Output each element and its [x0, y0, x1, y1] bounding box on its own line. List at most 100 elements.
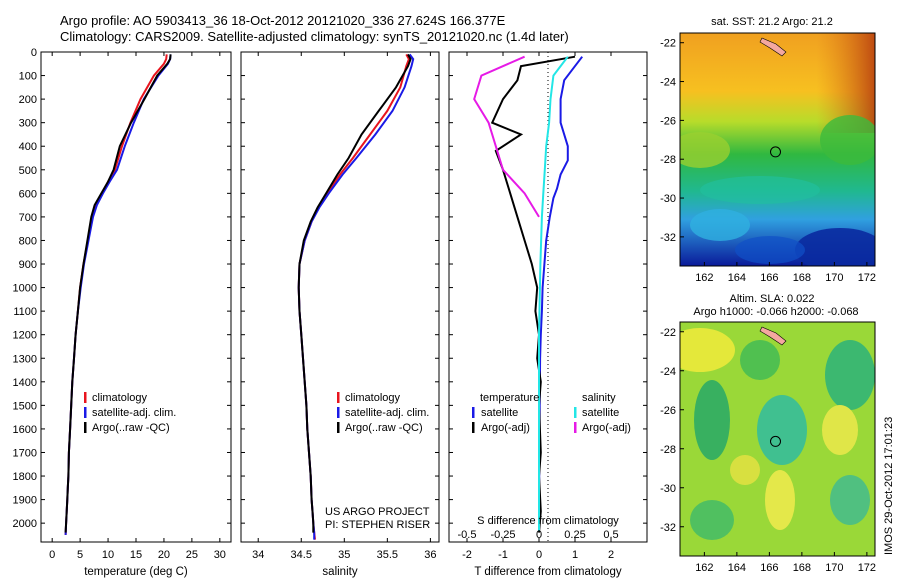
- credit-project: US ARGO PROJECT: [325, 506, 430, 518]
- lat-tick-label: -30: [660, 193, 676, 205]
- lat-tick-label: -32: [660, 232, 676, 244]
- series-line-argo-raw-qc-: [297, 53, 412, 533]
- depth-tick-label: 300: [19, 118, 37, 130]
- difference-lines: [473, 55, 583, 533]
- legend-swatch-satellite: [337, 407, 340, 418]
- salinity-panel: 34 34.5 35 35.5 36 salinity climatology sate…: [240, 51, 440, 578]
- s-difference-tick-label: 0.25: [564, 529, 585, 541]
- x-tick-label: 1: [572, 549, 578, 561]
- legend-swatch-climatology: [84, 392, 87, 403]
- depth-tick-label: 1200: [13, 330, 37, 342]
- depth-tick-label: 1800: [13, 471, 37, 483]
- x-tick-label: 0: [49, 549, 55, 561]
- legend-swatch-s-satellite: [574, 407, 577, 418]
- x-tick-label: 5: [77, 549, 83, 561]
- legend-swatch-s-argo: [574, 422, 577, 433]
- legend-t-satellite: satellite: [481, 407, 518, 419]
- temperature-lines: [64, 54, 172, 535]
- lat-tick-label: -22: [660, 327, 676, 339]
- depth-tick-label: 1000: [13, 283, 37, 295]
- salinity-ticks: 34 34.5 35 35.5 36: [241, 51, 439, 561]
- x-tick-label: 0: [536, 549, 542, 561]
- temperature-ticks: 0 5 10 15 20 25 30: [41, 51, 231, 561]
- lon-tick-label: 170: [825, 272, 843, 284]
- lon-tick-label: 172: [858, 272, 876, 284]
- lon-tick-label: 162: [695, 272, 713, 284]
- lon-tick-label: 166: [760, 272, 778, 284]
- legend-satellite: satellite-adj. clim.: [345, 407, 429, 419]
- legend-swatch-climatology: [337, 392, 340, 403]
- legend-salinity-title: salinity: [582, 392, 616, 404]
- lon-tick-label: 170: [825, 562, 843, 574]
- lat-tick-label: -28: [660, 444, 676, 456]
- temperature-xlabel: temperature (deg C): [84, 566, 188, 578]
- lat-tick-label: -24: [660, 366, 676, 378]
- lon-tick-label: 164: [728, 562, 746, 574]
- lat-tick-label: -30: [660, 483, 676, 495]
- depth-tick-label: 800: [19, 235, 37, 247]
- sst-map-ticks: 162 164 166 168 170 172 -22 -24 -26 -28 -30 -32: [660, 38, 876, 284]
- sla-map-ticks: 162 164 166 168 170 172 -22 -24 -26 -28 -30 -32: [660, 327, 876, 574]
- lat-tick-label: -32: [660, 522, 676, 534]
- legend-climatology: climatology: [345, 392, 401, 404]
- s-difference-tick-label: 0: [536, 529, 542, 541]
- lon-tick-label: 162: [695, 562, 713, 574]
- x-tick-label: 25: [186, 549, 198, 561]
- legend-s-satellite: satellite: [582, 407, 619, 419]
- legend-climatology: climatology: [92, 392, 148, 404]
- legend-swatch-satellite: [84, 407, 87, 418]
- x-tick-label: 34: [252, 549, 264, 561]
- credit-pi: PI: STEPHEN RISER: [325, 519, 430, 531]
- difference-xlabel-top: S difference from climatology: [477, 515, 619, 527]
- series-line-salinity-argo-adj-: [473, 55, 540, 218]
- lat-tick-label: -22: [660, 38, 676, 50]
- s-difference-tick-label: -0.5: [458, 529, 477, 541]
- header-line2: Climatology: CARS2009. Satellite-adjuste…: [60, 29, 569, 44]
- x-tick-label: 34.5: [291, 549, 312, 561]
- depth-axis-labels: 0 100 200 300 400 500 600 700 800 900 1000 1100 1200…: [13, 47, 37, 530]
- series-line-climatology: [297, 53, 410, 540]
- depth-tick-label: 500: [19, 165, 37, 177]
- float-position-marker: [770, 146, 782, 158]
- x-tick-label: 2: [608, 549, 614, 561]
- lon-tick-label: 168: [793, 562, 811, 574]
- legend-swatch-t-argo: [472, 422, 475, 433]
- x-tick-label: 15: [130, 549, 142, 561]
- temperature-panel: 0 5 10 15 20 25 30 temperature (deg C) climato…: [40, 51, 232, 578]
- series-line-satellite-adj-clim-: [64, 54, 172, 535]
- x-tick-label: 20: [158, 549, 170, 561]
- depth-tick-label: 900: [19, 259, 37, 271]
- series-line-satellite-adj-clim-: [297, 53, 415, 540]
- series-line-argo-raw-qc-: [64, 54, 172, 533]
- x-tick-label: -1: [498, 549, 508, 561]
- salinity-legend: climatology satellite-adj. clim. Argo(..…: [337, 392, 429, 434]
- depth-tick-label: 600: [19, 188, 37, 200]
- lon-tick-label: 166: [760, 562, 778, 574]
- timestamp: IMOS 29-Oct-2012 17:01:23: [883, 417, 895, 555]
- depth-tick-label: 700: [19, 212, 37, 224]
- series-line-temperature-satellite: [538, 56, 583, 531]
- difference-xlabel-bottom: T difference from climatology: [474, 566, 621, 578]
- legend-argo: Argo(..raw -QC): [92, 422, 170, 434]
- temperature-legend: climatology satellite-adj. clim. Argo(..…: [84, 392, 176, 434]
- x-tick-label: 30: [214, 549, 226, 561]
- depth-tick-label: 1100: [13, 306, 37, 318]
- legend-temperature-title: temperature: [480, 392, 539, 404]
- sla-field: [680, 322, 875, 556]
- sla-map-title1: Altim. SLA: 0.022: [730, 293, 815, 305]
- lat-tick-label: -28: [660, 154, 676, 166]
- salinity-panel-frame: [240, 51, 440, 543]
- legend-satellite: satellite-adj. clim.: [92, 407, 176, 419]
- difference-panel: -2 -1 0 1 2 -0.5 -0.25 0 0.25 0.5 temperature sal…: [448, 51, 648, 578]
- difference-ticks: -2 -1 0 1 2 -0.5 -0.25 0 0.25 0.5: [449, 51, 647, 561]
- sst-map: sat. SST: 21.2 Argo: 21.2 162 164 166 168 17…: [660, 16, 876, 284]
- depth-tick-label: 1500: [13, 400, 37, 412]
- legend-swatch-t-satellite: [472, 407, 475, 418]
- depth-tick-label: 100: [19, 71, 37, 83]
- x-tick-label: -2: [462, 549, 472, 561]
- x-tick-label: 35: [338, 549, 350, 561]
- legend-swatch-argo: [337, 422, 340, 433]
- s-difference-tick-label: -0.25: [490, 529, 515, 541]
- lon-tick-label: 172: [858, 562, 876, 574]
- lon-tick-label: 168: [793, 272, 811, 284]
